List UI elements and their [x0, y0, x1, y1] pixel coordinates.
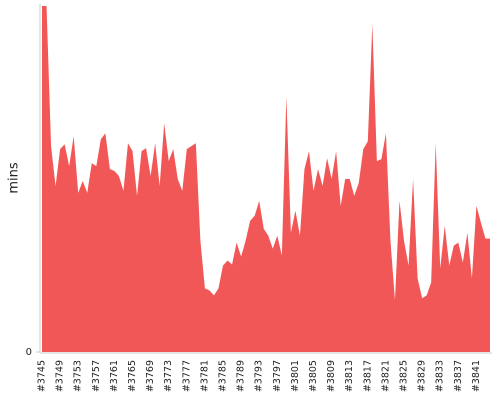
x-tick-label: #3841 — [471, 360, 482, 392]
area — [42, 5, 490, 353]
x-tick-label: #3809 — [326, 360, 337, 392]
x-tick-label: #3825 — [399, 360, 410, 392]
y-tick-label: 0 — [26, 347, 32, 358]
x-tick-label: #3837 — [453, 360, 464, 392]
x-tick-label: #3761 — [109, 360, 120, 392]
x-tick-label: #3805 — [308, 360, 319, 392]
x-tick-label: #3801 — [290, 360, 301, 392]
x-tick-label: #3777 — [181, 360, 192, 392]
x-tick-label: #3781 — [199, 360, 210, 392]
x-tick-label: #3785 — [218, 360, 229, 392]
x-tick-label: #3757 — [91, 360, 102, 392]
x-tick-label: #3829 — [417, 360, 428, 392]
x-tick-label: #3745 — [37, 360, 48, 392]
x-tick-label: #3817 — [362, 360, 373, 392]
x-tick-label: #3789 — [236, 360, 247, 392]
x-tick-label: #3813 — [344, 360, 355, 392]
x-tick-label: #3797 — [272, 360, 283, 392]
x-tick-label: #3753 — [73, 360, 84, 392]
x-tick-label: #3769 — [145, 360, 156, 392]
x-tick-label: #3765 — [127, 360, 138, 392]
x-tick-label: #3793 — [254, 360, 265, 392]
x-tick-label: #3833 — [435, 360, 446, 392]
y-axis-label: mins — [7, 162, 22, 194]
x-tick-label: #3821 — [380, 360, 391, 392]
x-tick-label: #3773 — [163, 360, 174, 392]
x-tick-label: #3749 — [55, 360, 66, 392]
